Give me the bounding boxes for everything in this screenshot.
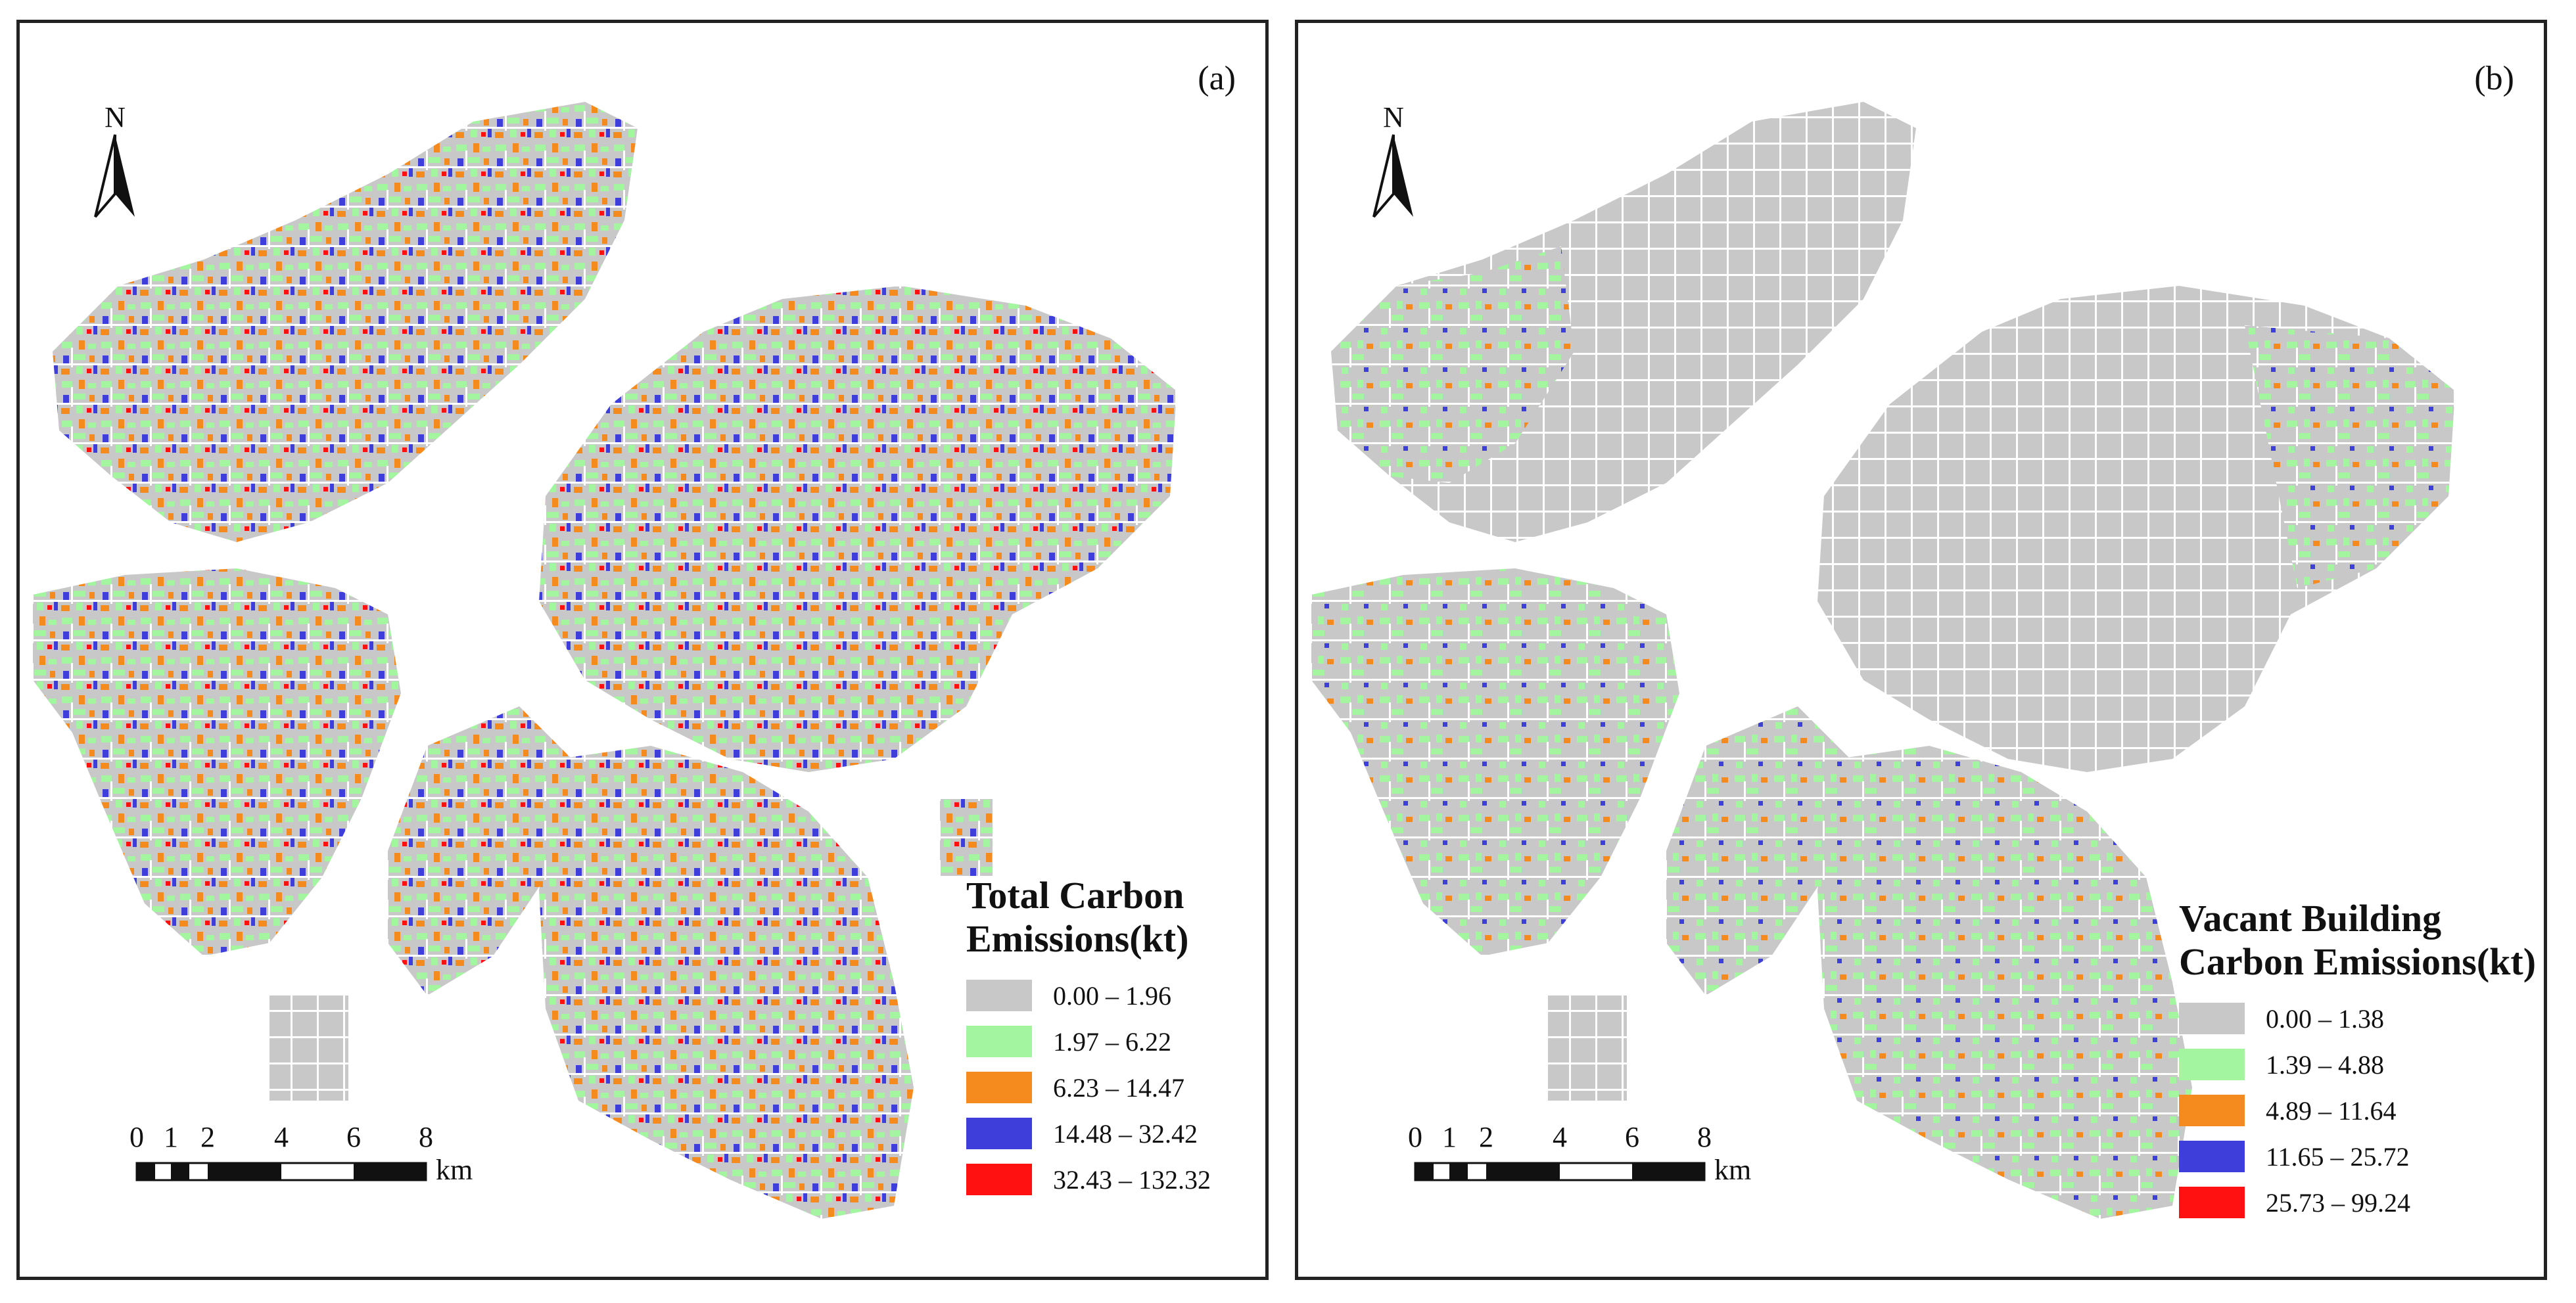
scale-tick-label: 8 — [1697, 1121, 1712, 1153]
scale-unit: km — [1714, 1154, 1751, 1186]
legend-item: 0.00 – 1.38 — [2179, 995, 2536, 1041]
scale-tick-label: 0 — [1408, 1121, 1422, 1153]
north-label: N — [105, 101, 126, 133]
legend-swatch — [966, 1072, 1032, 1103]
legend-item: 0.00 – 1.96 — [966, 972, 1211, 1018]
legend-swatch — [966, 1164, 1032, 1195]
legend-swatch — [2179, 1049, 2245, 1080]
scale-tick-label: 4 — [274, 1121, 289, 1153]
building-emissions-map — [33, 102, 1177, 1219]
map-panel-b: (b) N Vacant Building Carbon Emissions(k… — [1295, 20, 2547, 1280]
panel-label: (b) — [2474, 60, 2514, 97]
legend-item: 6.23 – 14.47 — [966, 1064, 1211, 1110]
legend-item: 14.48 – 32.42 — [966, 1110, 1211, 1156]
building-emissions-map — [1311, 102, 2455, 1219]
scale-tick-label: 1 — [1442, 1121, 1457, 1153]
north-arrow-icon — [1393, 135, 1413, 217]
legend-item: 25.73 – 99.24 — [2179, 1179, 2536, 1225]
legend-swatch — [966, 1026, 1032, 1057]
legend-swatch — [966, 980, 1032, 1011]
scale-bar: 0 1 2 4 6 8 km — [1408, 1121, 1751, 1186]
legend-swatch — [2179, 1187, 2245, 1218]
scale-tick-label: 2 — [200, 1121, 215, 1153]
north-label: N — [1383, 101, 1404, 133]
north-arrow-icon — [115, 135, 135, 217]
scale-unit: km — [436, 1154, 473, 1186]
legend-item: 1.97 – 6.22 — [966, 1018, 1211, 1064]
scale-tick-label: 1 — [164, 1121, 178, 1153]
legend-item: 4.89 – 11.64 — [2179, 1087, 2536, 1133]
scale-tick-label: 8 — [419, 1121, 433, 1153]
legend-item: 32.43 – 132.32 — [966, 1156, 1211, 1202]
legend: Total Carbon Emissions(kt) 0.00 – 1.96 1… — [966, 874, 1211, 1202]
legend-swatch — [2179, 1095, 2245, 1126]
north-arrow: N — [85, 95, 145, 227]
legend-item: 11.65 – 25.72 — [2179, 1133, 2536, 1179]
legend-swatch — [2179, 1003, 2245, 1034]
legend-item: 1.39 – 4.88 — [2179, 1041, 2536, 1087]
panel-label: (a) — [1198, 60, 1236, 97]
scale-bar: 0 1 2 4 6 8 km — [129, 1121, 473, 1186]
scale-tick-label: 6 — [1625, 1121, 1639, 1153]
legend-swatch — [966, 1118, 1032, 1149]
map-panel-a: (a) N Total Carbon Emissions(kt) 0.00 – … — [16, 20, 1269, 1280]
scale-tick-label: 0 — [129, 1121, 144, 1153]
scale-tick-label: 4 — [1553, 1121, 1567, 1153]
legend-title: Vacant Building Carbon Emissions(kt) — [2179, 897, 2537, 983]
scale-tick-label: 2 — [1479, 1121, 1493, 1153]
legend-swatch — [2179, 1141, 2245, 1172]
legend: Vacant Building Carbon Emissions(kt) 0.0… — [2179, 897, 2536, 1225]
legend-title: Total Carbon Emissions(kt) — [966, 874, 1189, 960]
scale-tick-label: 6 — [346, 1121, 361, 1153]
north-arrow: N — [1364, 95, 1423, 227]
